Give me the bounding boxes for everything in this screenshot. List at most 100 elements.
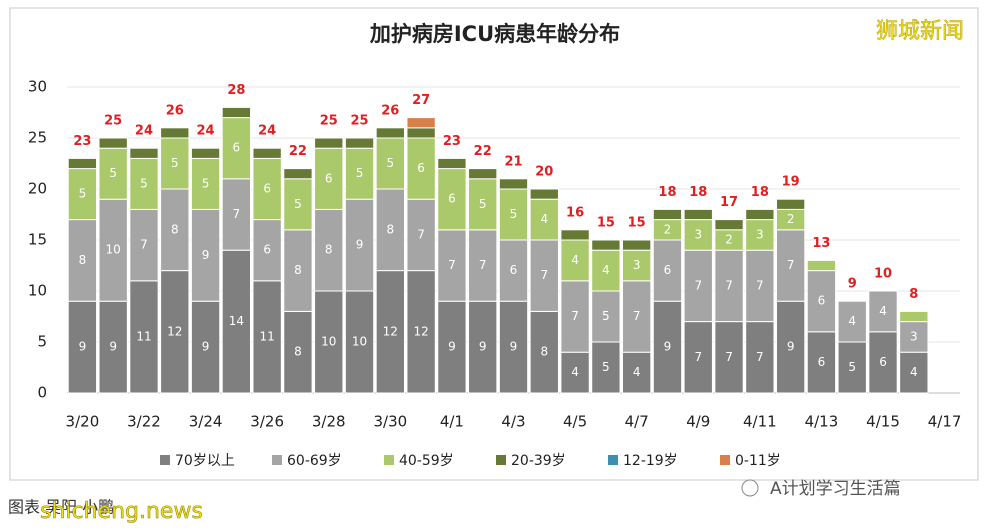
bar-segment bbox=[283, 229, 313, 312]
bar-segment bbox=[775, 198, 806, 210]
segment-label: 4 bbox=[879, 304, 887, 318]
legend-label: 12-19岁 bbox=[623, 453, 678, 469]
bar-segment bbox=[468, 300, 498, 394]
bar-segment bbox=[67, 157, 98, 170]
bar-segment bbox=[314, 290, 344, 394]
total-label: 15 bbox=[597, 216, 615, 231]
total-label: 22 bbox=[289, 144, 307, 159]
bar-segment bbox=[591, 341, 621, 394]
bar-segment bbox=[406, 137, 436, 200]
total-label: 10 bbox=[874, 267, 892, 282]
segment-label: 4 bbox=[848, 314, 856, 328]
segment-label: 7 bbox=[694, 278, 702, 292]
bar-segment bbox=[591, 239, 621, 251]
bar-segment bbox=[498, 178, 529, 190]
segment-label: 6 bbox=[510, 263, 518, 277]
bar-segment bbox=[899, 351, 929, 394]
segment-label: 5 bbox=[202, 176, 210, 190]
bar-segment bbox=[129, 208, 159, 282]
segment-label: 7 bbox=[540, 268, 548, 282]
segment-label: 8 bbox=[540, 345, 548, 359]
bar-segment bbox=[622, 249, 652, 282]
bar-segment bbox=[67, 168, 98, 221]
segment-label: 10 bbox=[321, 335, 336, 349]
bar-segment bbox=[221, 106, 252, 119]
segment-label: 7 bbox=[725, 350, 733, 364]
x-tick-label: 3/26 bbox=[250, 413, 284, 431]
segment-label: 7 bbox=[787, 258, 795, 272]
y-tick-label: 10 bbox=[28, 282, 47, 300]
chart-title: 加护病房ICU病患年龄分布 bbox=[369, 22, 620, 46]
segment-label: 2 bbox=[725, 233, 733, 247]
bar-segment bbox=[252, 219, 282, 282]
bar-segment bbox=[314, 147, 344, 210]
legend-swatch bbox=[720, 455, 730, 465]
bar-segment bbox=[529, 310, 559, 394]
bar-segment bbox=[560, 229, 590, 241]
bar-segment bbox=[190, 157, 221, 210]
total-label: 17 bbox=[720, 195, 738, 210]
segment-label: 6 bbox=[448, 192, 456, 206]
bar-segment bbox=[745, 321, 775, 394]
segment-label: 5 bbox=[294, 197, 302, 211]
segment-label: 5 bbox=[140, 176, 148, 190]
segment-label: 4 bbox=[571, 365, 579, 379]
segment-label: 6 bbox=[263, 243, 271, 257]
bar-segment bbox=[806, 259, 837, 272]
bar-segment bbox=[591, 249, 621, 292]
segment-label: 9 bbox=[202, 248, 210, 262]
total-label: 24 bbox=[135, 124, 153, 139]
segment-label: 4 bbox=[602, 263, 610, 277]
total-label: 16 bbox=[566, 205, 584, 220]
y-tick-label: 15 bbox=[28, 231, 47, 249]
segment-label: 6 bbox=[325, 171, 333, 185]
bar-segment bbox=[591, 290, 621, 343]
segment-label: 4 bbox=[910, 365, 918, 379]
total-label: 26 bbox=[381, 103, 399, 118]
bar-segment bbox=[344, 290, 375, 394]
total-label: 25 bbox=[320, 114, 338, 129]
total-label: 21 bbox=[504, 154, 522, 169]
bar-segment bbox=[560, 280, 590, 353]
bar-segment bbox=[498, 188, 529, 241]
bar-segment bbox=[437, 168, 467, 231]
bar-segment bbox=[498, 239, 529, 302]
segment-label: 9 bbox=[664, 340, 672, 354]
segment-label: 6 bbox=[417, 161, 425, 175]
segment-label: 7 bbox=[756, 350, 764, 364]
bar-segment bbox=[622, 351, 652, 394]
segment-label: 9 bbox=[79, 340, 87, 354]
segment-label: 2 bbox=[787, 212, 795, 226]
bar-segment bbox=[837, 300, 867, 343]
segment-label: 6 bbox=[879, 355, 887, 369]
bar-segment bbox=[468, 168, 498, 180]
segment-label: 8 bbox=[171, 222, 179, 236]
bar-segment bbox=[375, 127, 405, 139]
bar-segment bbox=[529, 198, 559, 241]
bar-segment bbox=[652, 208, 683, 221]
bar-segment bbox=[160, 127, 190, 139]
bar-segment bbox=[190, 208, 221, 302]
bar-segment bbox=[437, 157, 467, 170]
segment-label: 5 bbox=[387, 156, 395, 170]
bar-segment bbox=[529, 188, 559, 200]
x-tick-label: 3/20 bbox=[66, 413, 100, 431]
segment-label: 9 bbox=[356, 238, 364, 252]
bar-segment bbox=[745, 219, 775, 251]
segment-label: 5 bbox=[602, 360, 610, 374]
bar-segment bbox=[221, 178, 252, 251]
segment-label: 12 bbox=[383, 324, 398, 338]
segment-label: 5 bbox=[356, 166, 364, 180]
footer-credit: 图表 吴阳 小鹏 bbox=[8, 498, 114, 517]
segment-label: 5 bbox=[602, 309, 610, 323]
y-tick-label: 25 bbox=[28, 129, 47, 147]
bar-segment bbox=[190, 300, 221, 394]
bar-segment bbox=[775, 229, 806, 302]
x-tick-label: 4/1 bbox=[440, 413, 464, 431]
segment-label: 5 bbox=[848, 360, 856, 374]
total-label: 15 bbox=[628, 216, 646, 231]
bar-segment bbox=[67, 300, 98, 394]
x-tick-label: 4/13 bbox=[805, 413, 839, 431]
x-tick-label: 4/11 bbox=[743, 413, 777, 431]
segment-label: 6 bbox=[233, 141, 241, 155]
